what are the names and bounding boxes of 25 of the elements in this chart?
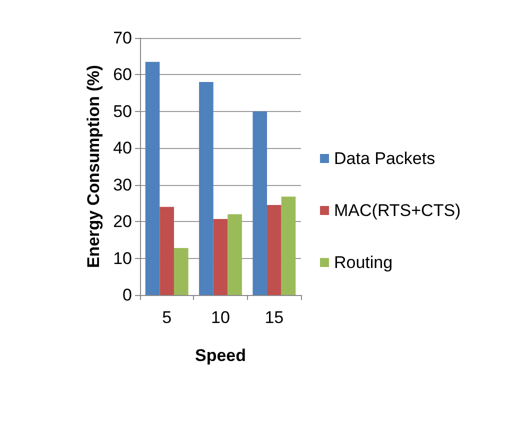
- bar: [252, 111, 268, 295]
- x-axis-title: Speed: [194, 346, 246, 365]
- legend-label: Data Packets: [334, 149, 436, 168]
- y-tick-label: 10: [113, 248, 132, 268]
- bar: [174, 248, 188, 295]
- bar: [160, 206, 174, 295]
- x-tick-label: 15: [264, 308, 284, 327]
- y-tick-label: 30: [113, 175, 132, 194]
- y-tick-label: 70: [113, 28, 132, 48]
- bar: [228, 214, 242, 295]
- x-tick-label: 5: [162, 308, 172, 327]
- y-axis-title: Energy Consumption (%): [84, 64, 103, 268]
- x-tick-label: 10: [211, 308, 230, 327]
- y-tick-label: 40: [113, 138, 132, 158]
- legend-label: Routing: [334, 253, 393, 272]
- bar: [145, 62, 160, 295]
- bar: [213, 219, 228, 295]
- bar: [281, 196, 296, 295]
- y-tick-label: 0: [122, 286, 132, 304]
- legend-label: MAC(RTS+CTS): [334, 201, 461, 220]
- bar: [199, 82, 214, 295]
- y-tick-label: 20: [113, 212, 132, 232]
- y-tick-label: 60: [113, 65, 132, 84]
- bar: [267, 205, 282, 295]
- y-tick-label: 50: [113, 102, 132, 121]
